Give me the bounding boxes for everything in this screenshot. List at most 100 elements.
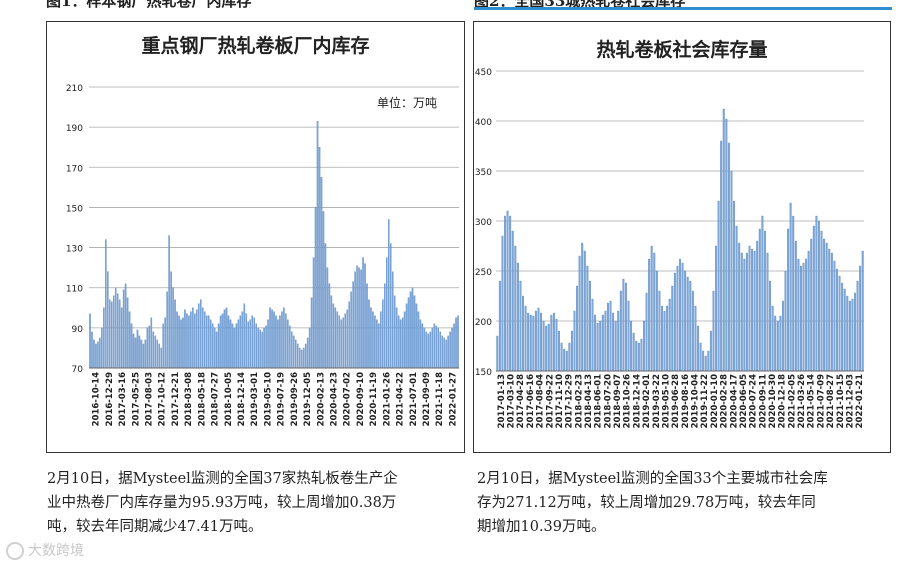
bar bbox=[707, 350, 710, 372]
bar bbox=[851, 298, 854, 372]
bar bbox=[162, 323, 164, 369]
x-tick-label: 2019-03-22 bbox=[652, 374, 662, 428]
x-tick-label: 2016-10-14 bbox=[92, 372, 102, 426]
x-tick-label: 2018-12-14 bbox=[237, 372, 247, 426]
bar bbox=[336, 311, 339, 369]
bar bbox=[542, 320, 545, 372]
bar bbox=[457, 315, 459, 369]
bar bbox=[568, 342, 571, 372]
bar bbox=[455, 317, 457, 369]
bar bbox=[779, 315, 782, 372]
x-tick-label: 2021-12-03 bbox=[845, 374, 855, 428]
bar bbox=[140, 339, 143, 369]
bar bbox=[841, 282, 844, 372]
bar bbox=[697, 325, 699, 372]
x-tick-label: 2021-07-01 bbox=[409, 372, 419, 426]
x-tick-label: 2020-07-02 bbox=[343, 372, 353, 426]
bar bbox=[753, 250, 756, 372]
x-tick-label: 2017-04-28 bbox=[516, 374, 526, 428]
x-tick-label: 2020-06-05 bbox=[739, 374, 749, 428]
bar bbox=[532, 315, 535, 372]
bar bbox=[267, 319, 269, 369]
bar bbox=[640, 338, 643, 372]
bar bbox=[717, 200, 720, 372]
bar bbox=[833, 260, 836, 372]
bar bbox=[447, 335, 449, 369]
bar bbox=[99, 337, 101, 369]
bar bbox=[186, 313, 188, 369]
bar bbox=[296, 343, 299, 369]
x-tick-label: 2019-02-01 bbox=[642, 374, 652, 428]
bar bbox=[625, 282, 627, 372]
figure2-title: 图2：全国33城热轧卷社会库存 bbox=[474, 0, 686, 10]
bar bbox=[128, 311, 131, 369]
bar bbox=[769, 280, 772, 372]
bar bbox=[229, 319, 232, 369]
bar bbox=[661, 305, 663, 372]
bar bbox=[380, 311, 382, 369]
x-tick-label: 2019-05-10 bbox=[263, 372, 273, 426]
y-tick-label: 250 bbox=[475, 268, 492, 278]
x-tick-label: 2020-04-17 bbox=[729, 374, 739, 428]
x-tick-label: 2017-09-22 bbox=[545, 374, 555, 428]
caption-left: 2月10日，据Mysteel监测的全国37家热轧板卷生产企 业中热卷厂内库存量为… bbox=[47, 467, 467, 539]
bar bbox=[219, 315, 222, 369]
bar bbox=[384, 283, 386, 369]
bar bbox=[223, 309, 226, 369]
bar bbox=[735, 225, 738, 372]
bar bbox=[261, 331, 263, 369]
x-tick-label: 2019-05-10 bbox=[661, 374, 671, 428]
bar bbox=[825, 242, 828, 372]
bar bbox=[751, 248, 754, 372]
bar bbox=[612, 312, 615, 372]
bar bbox=[668, 298, 671, 372]
x-tick-label: 2016-12-29 bbox=[105, 372, 115, 426]
y-tick-label: 150 bbox=[475, 368, 492, 378]
bar bbox=[537, 307, 540, 372]
bar bbox=[684, 270, 687, 372]
bar bbox=[758, 228, 761, 372]
bar bbox=[784, 270, 787, 372]
bar bbox=[332, 303, 335, 369]
bar bbox=[287, 319, 289, 369]
bar bbox=[397, 315, 400, 369]
bar bbox=[207, 315, 210, 369]
bar bbox=[116, 293, 119, 369]
bar bbox=[389, 243, 392, 369]
bar bbox=[800, 265, 802, 372]
x-tick-label: 2021-01-26 bbox=[382, 372, 392, 426]
x-tick-label: 2021-11-18 bbox=[435, 372, 445, 426]
bar bbox=[334, 307, 337, 369]
x-tick-label: 2017-08-03 bbox=[144, 372, 154, 426]
bar bbox=[509, 215, 512, 372]
bar bbox=[130, 323, 133, 369]
bar bbox=[164, 317, 166, 369]
bar bbox=[776, 320, 779, 372]
bar bbox=[302, 347, 305, 369]
bar bbox=[504, 215, 506, 372]
x-tick-label: 2019-08-16 bbox=[681, 374, 691, 428]
bar bbox=[519, 280, 522, 372]
bar bbox=[277, 319, 279, 369]
bar bbox=[316, 120, 319, 369]
bar bbox=[194, 313, 196, 369]
bar bbox=[552, 312, 555, 372]
bar bbox=[417, 311, 420, 369]
bar bbox=[812, 225, 815, 372]
bar bbox=[733, 200, 735, 372]
header-rule bbox=[474, 7, 892, 10]
bar bbox=[259, 329, 261, 369]
bar bbox=[150, 317, 153, 369]
bar bbox=[158, 343, 161, 369]
bar bbox=[856, 280, 859, 372]
bar bbox=[198, 303, 200, 369]
y-tick-label: 450 bbox=[475, 68, 492, 78]
bar bbox=[285, 313, 287, 369]
bar bbox=[93, 339, 95, 369]
x-tick-label: 2019-03-01 bbox=[250, 372, 260, 426]
x-tick-label: 2018-02-23 bbox=[574, 374, 584, 428]
bar bbox=[805, 258, 808, 372]
bar bbox=[743, 258, 746, 372]
bar bbox=[506, 210, 509, 372]
bar bbox=[558, 330, 560, 372]
